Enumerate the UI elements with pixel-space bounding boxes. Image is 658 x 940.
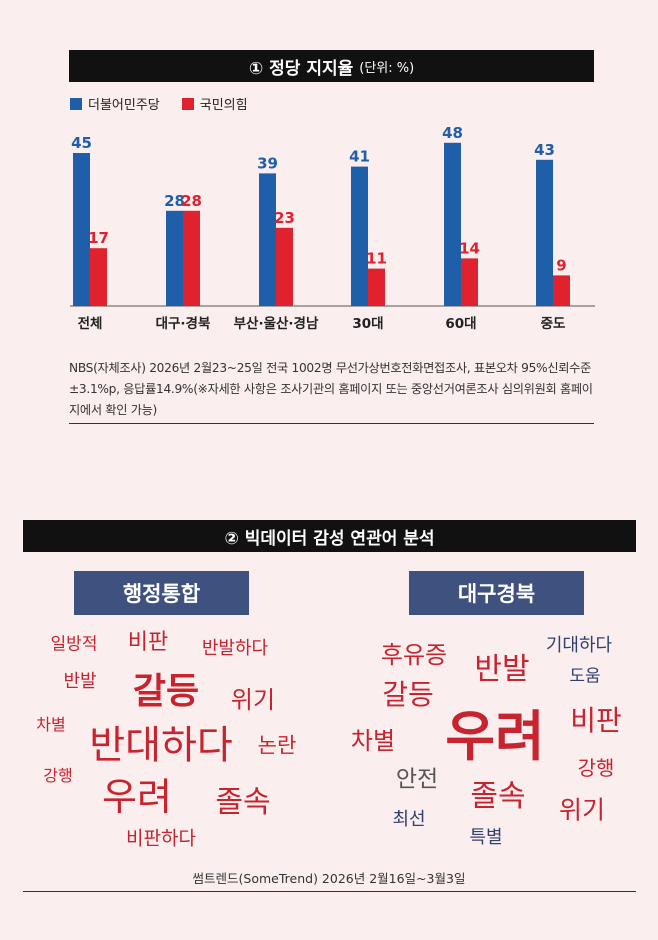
bar-democratic xyxy=(536,159,553,306)
x-tick-label: 대구·경북 xyxy=(156,315,211,332)
cloud-word: 강행 xyxy=(43,766,73,785)
cloud-word: 반발하다 xyxy=(201,638,269,659)
cloud-word: 우려 xyxy=(102,775,172,819)
cloud-word: 졸속 xyxy=(470,779,526,814)
cloud-word: 갈등 xyxy=(382,678,434,711)
x-tick-label: 30대 xyxy=(352,316,383,332)
source-note: 썸트렌드(SomeTrend) 2026년 2월16일~3월3일 xyxy=(192,871,466,886)
bar-democratic xyxy=(166,210,183,306)
cloud-word: 최선 xyxy=(392,809,426,830)
cloud-word: 차별 xyxy=(350,727,396,755)
cloud-word: 차별 xyxy=(36,715,66,734)
x-tick-label: 전체 xyxy=(78,315,103,332)
cloud-word: 후유증 xyxy=(380,641,448,669)
cloud-word: 특별 xyxy=(469,827,503,848)
x-tick-label: 중도 xyxy=(541,316,566,332)
data-label: 23 xyxy=(274,209,295,227)
bar-ppp xyxy=(368,268,385,306)
data-label: 11 xyxy=(366,250,387,268)
survey-note: NBS(자체조사) 2026년 2월23~25일 전국 1002명 무선가상번호… xyxy=(69,361,593,417)
cloud-word: 반발 xyxy=(474,652,530,687)
bar-democratic xyxy=(444,142,461,306)
section1-header: ① 정당 지지율 (단위: %) xyxy=(69,50,594,82)
bar-ppp xyxy=(461,258,478,306)
section1-unit: (단위: %) xyxy=(359,60,415,76)
cloud-word: 반발 xyxy=(63,671,97,692)
data-label: 43 xyxy=(534,141,555,159)
x-tick-label: 부산·울산·경남 xyxy=(234,315,319,332)
cloud-word: 도움 xyxy=(569,666,601,687)
data-label: 28 xyxy=(164,192,185,210)
divider-1 xyxy=(69,423,594,424)
bar-democratic xyxy=(73,153,90,306)
data-label: 17 xyxy=(88,229,109,247)
legend-label-democratic: 더불어민주당 xyxy=(88,98,160,113)
cloud-word: 강행 xyxy=(577,756,615,780)
data-label: 48 xyxy=(442,124,463,142)
bar-ppp xyxy=(90,248,107,306)
legend-item-democratic: 더불어민주당 xyxy=(70,94,160,113)
cloud-word: 위기 xyxy=(558,795,606,825)
bar-ppp xyxy=(553,275,570,306)
section2-header: ② 빅데이터 감성 연관어 분석 xyxy=(23,520,636,552)
data-label: 41 xyxy=(349,148,370,166)
cloud-word: 기대하다 xyxy=(545,635,613,656)
legend-label-ppp: 국민의힘 xyxy=(199,98,248,113)
cloud-word: 비판하다 xyxy=(126,827,196,850)
cloud-word: 비판 xyxy=(127,630,169,655)
cloud-word: 갈등 xyxy=(132,671,200,712)
section1-title: ① 정당 지지율 xyxy=(248,58,354,79)
data-label: 28 xyxy=(181,192,202,210)
cloud-word: 반대하다 xyxy=(89,723,233,769)
bar-democratic xyxy=(351,166,368,306)
legend-swatch-democratic xyxy=(70,97,82,110)
cloud-word: 일방적 xyxy=(50,634,98,655)
data-label: 14 xyxy=(459,239,480,257)
cloud-word: 논란 xyxy=(257,733,297,758)
cloud-word: 졸속 xyxy=(215,785,271,820)
legend-item-ppp: 국민의힘 xyxy=(181,94,248,113)
cloud-word: 위기 xyxy=(230,686,276,714)
bar-ppp xyxy=(276,227,293,306)
data-label: 39 xyxy=(257,154,278,172)
legend-swatch-ppp xyxy=(181,97,194,110)
bar-ppp xyxy=(183,210,200,306)
x-tick-label: 60대 xyxy=(445,316,476,332)
data-label: 9 xyxy=(556,256,566,274)
divider-2 xyxy=(23,891,636,892)
cloud-word: 비판 xyxy=(570,704,622,737)
chart-legend: 더불어민주당 국민의힘 xyxy=(70,94,248,113)
cloud-title-right: 대구경북 xyxy=(409,571,584,615)
cloud-word: 안전 xyxy=(395,766,439,793)
data-label: 45 xyxy=(71,134,92,152)
cloud-word: 우려 xyxy=(445,705,545,768)
bar-democratic xyxy=(259,173,276,306)
section2-title: ② 빅데이터 감성 연관어 분석 xyxy=(224,528,435,549)
cloud-title-left: 행정통합 xyxy=(74,571,249,615)
